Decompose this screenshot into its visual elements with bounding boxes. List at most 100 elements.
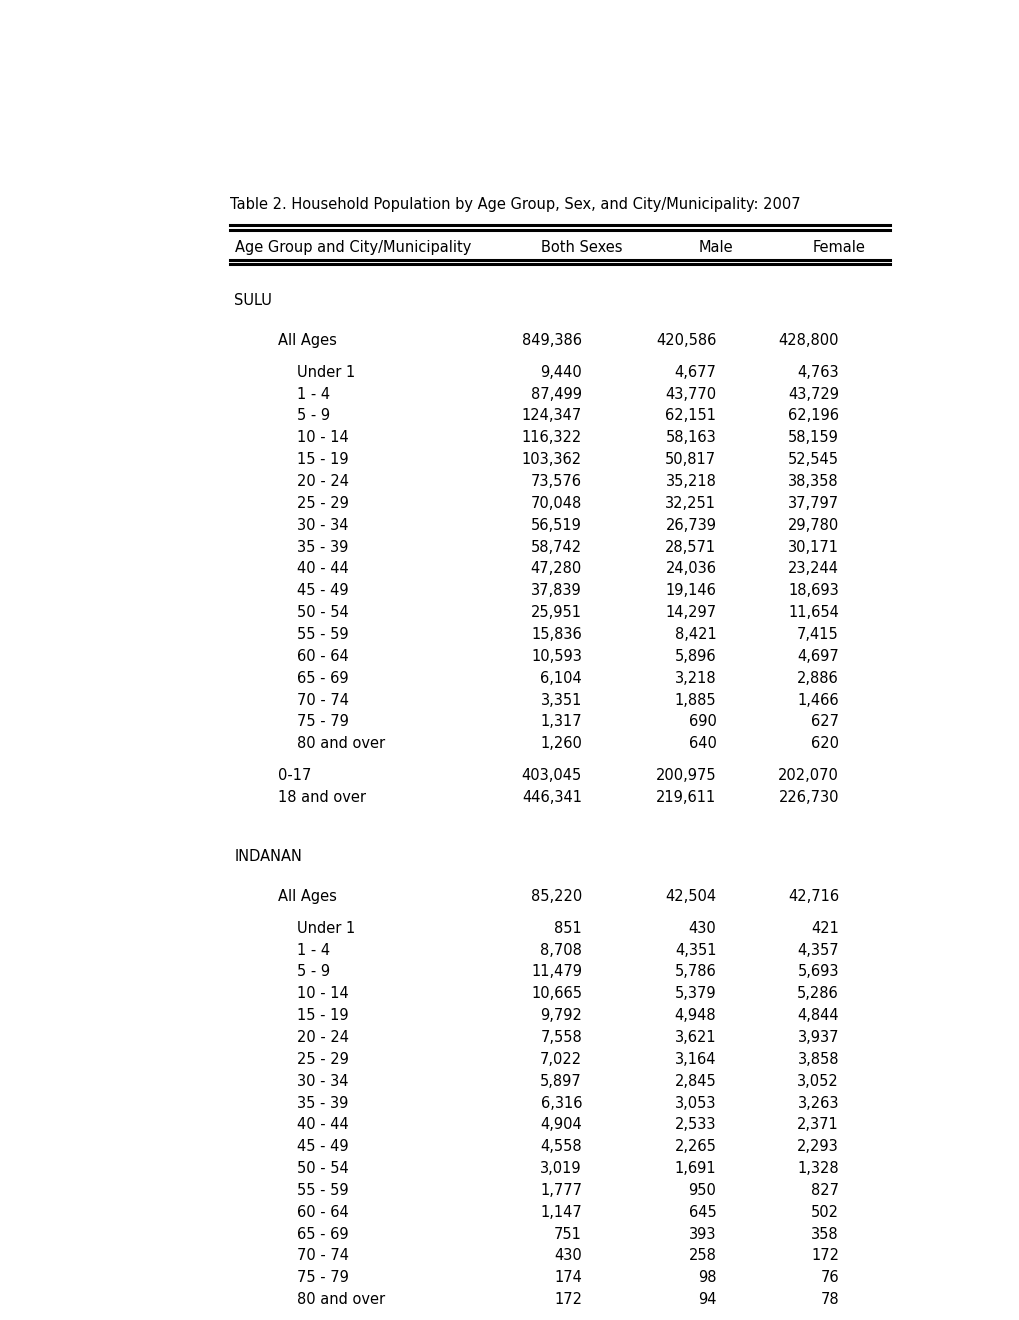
Text: INDANAN: INDANAN — [234, 849, 302, 863]
Text: 4,904: 4,904 — [540, 1117, 582, 1133]
Text: 47,280: 47,280 — [530, 561, 582, 577]
Text: 1,260: 1,260 — [540, 737, 582, 751]
Text: 5,693: 5,693 — [797, 965, 839, 979]
Text: 620: 620 — [810, 737, 839, 751]
Text: 1,777: 1,777 — [539, 1183, 582, 1199]
Text: 70 - 74: 70 - 74 — [298, 693, 350, 708]
Text: 851: 851 — [553, 920, 582, 936]
Text: 4,948: 4,948 — [675, 1008, 715, 1023]
Text: 849,386: 849,386 — [522, 333, 582, 347]
Text: 18,693: 18,693 — [788, 583, 839, 598]
Text: 10 - 14: 10 - 14 — [298, 986, 348, 1002]
Text: 75 - 79: 75 - 79 — [298, 714, 348, 730]
Text: 98: 98 — [697, 1270, 715, 1286]
Text: Female: Female — [812, 240, 864, 255]
Text: 1,691: 1,691 — [675, 1162, 715, 1176]
Text: 37,839: 37,839 — [531, 583, 582, 598]
Text: 172: 172 — [553, 1292, 582, 1307]
Text: 258: 258 — [688, 1249, 715, 1263]
Text: 446,341: 446,341 — [522, 791, 582, 805]
Text: 56,519: 56,519 — [531, 517, 582, 533]
Text: 43,770: 43,770 — [664, 387, 715, 401]
Text: 3,858: 3,858 — [797, 1052, 839, 1067]
Text: 421: 421 — [810, 920, 839, 936]
Text: 80 and over: 80 and over — [298, 737, 385, 751]
Text: Under 1: Under 1 — [298, 920, 356, 936]
Text: 3,218: 3,218 — [675, 671, 715, 685]
Text: Table 2. Household Population by Age Group, Sex, and City/Municipality: 2007: Table 2. Household Population by Age Gro… — [230, 197, 800, 213]
Text: All Ages: All Ages — [277, 888, 336, 904]
Text: 4,697: 4,697 — [797, 649, 839, 664]
Text: 2,533: 2,533 — [675, 1117, 715, 1133]
Text: 40 - 44: 40 - 44 — [298, 561, 348, 577]
Text: 9,440: 9,440 — [540, 364, 582, 380]
Text: 5 - 9: 5 - 9 — [298, 408, 330, 424]
Text: 4,844: 4,844 — [797, 1008, 839, 1023]
Text: 3,019: 3,019 — [540, 1162, 582, 1176]
Text: 65 - 69: 65 - 69 — [298, 1226, 348, 1242]
Text: All Ages: All Ages — [277, 333, 336, 347]
Text: 80 and over: 80 and over — [298, 1292, 385, 1307]
Text: 3,937: 3,937 — [797, 1030, 839, 1045]
Text: 62,196: 62,196 — [788, 408, 839, 424]
Text: 15 - 19: 15 - 19 — [298, 453, 348, 467]
Text: 116,322: 116,322 — [522, 430, 582, 445]
Text: 65 - 69: 65 - 69 — [298, 671, 348, 685]
Text: 3,621: 3,621 — [675, 1030, 715, 1045]
Text: 25,951: 25,951 — [531, 605, 582, 620]
Text: 0-17: 0-17 — [277, 768, 311, 783]
Text: 55 - 59: 55 - 59 — [298, 627, 348, 642]
Text: 10,593: 10,593 — [531, 649, 582, 664]
Text: 60 - 64: 60 - 64 — [298, 649, 348, 664]
Text: 7,558: 7,558 — [540, 1030, 582, 1045]
Text: 45 - 49: 45 - 49 — [298, 1139, 348, 1154]
Text: 4,677: 4,677 — [674, 364, 715, 380]
Text: 37,797: 37,797 — [787, 496, 839, 511]
Text: 29,780: 29,780 — [787, 517, 839, 533]
Text: 2,845: 2,845 — [674, 1073, 715, 1089]
Text: 42,504: 42,504 — [664, 888, 715, 904]
Text: 200,975: 200,975 — [655, 768, 715, 783]
Text: 5,286: 5,286 — [797, 986, 839, 1002]
Text: 50,817: 50,817 — [664, 453, 715, 467]
Text: 87,499: 87,499 — [531, 387, 582, 401]
Text: 14,297: 14,297 — [664, 605, 715, 620]
Text: 60 - 64: 60 - 64 — [298, 1205, 348, 1220]
Text: 11,654: 11,654 — [788, 605, 839, 620]
Text: 5,379: 5,379 — [675, 986, 715, 1002]
Text: 76: 76 — [819, 1270, 839, 1286]
Text: 20 - 24: 20 - 24 — [298, 1030, 350, 1045]
Text: 2,886: 2,886 — [797, 671, 839, 685]
Text: 5,897: 5,897 — [540, 1073, 582, 1089]
Text: 827: 827 — [810, 1183, 839, 1199]
Text: 1,885: 1,885 — [675, 693, 715, 708]
Text: 124,347: 124,347 — [522, 408, 582, 424]
Text: 19,146: 19,146 — [664, 583, 715, 598]
Text: 35 - 39: 35 - 39 — [298, 1096, 348, 1110]
Text: 502: 502 — [810, 1205, 839, 1220]
Text: 4,763: 4,763 — [797, 364, 839, 380]
Text: 751: 751 — [553, 1226, 582, 1242]
Text: 1,317: 1,317 — [540, 714, 582, 730]
Text: Male: Male — [698, 240, 733, 255]
Text: 4,357: 4,357 — [797, 942, 839, 957]
Text: Under 1: Under 1 — [298, 364, 356, 380]
Text: 172: 172 — [810, 1249, 839, 1263]
Text: 2,265: 2,265 — [674, 1139, 715, 1154]
Text: 950: 950 — [688, 1183, 715, 1199]
Text: 11,479: 11,479 — [531, 965, 582, 979]
Text: 10,665: 10,665 — [531, 986, 582, 1002]
Text: 226,730: 226,730 — [777, 791, 839, 805]
Text: 420,586: 420,586 — [655, 333, 715, 347]
Text: 15 - 19: 15 - 19 — [298, 1008, 348, 1023]
Text: 52,545: 52,545 — [788, 453, 839, 467]
Text: 35,218: 35,218 — [664, 474, 715, 488]
Text: Age Group and City/Municipality: Age Group and City/Municipality — [234, 240, 471, 255]
Text: 58,159: 58,159 — [788, 430, 839, 445]
Text: 640: 640 — [688, 737, 715, 751]
Text: 70 - 74: 70 - 74 — [298, 1249, 350, 1263]
Text: 5 - 9: 5 - 9 — [298, 965, 330, 979]
Text: 32,251: 32,251 — [664, 496, 715, 511]
Text: 35 - 39: 35 - 39 — [298, 540, 348, 554]
Text: 15,836: 15,836 — [531, 627, 582, 642]
